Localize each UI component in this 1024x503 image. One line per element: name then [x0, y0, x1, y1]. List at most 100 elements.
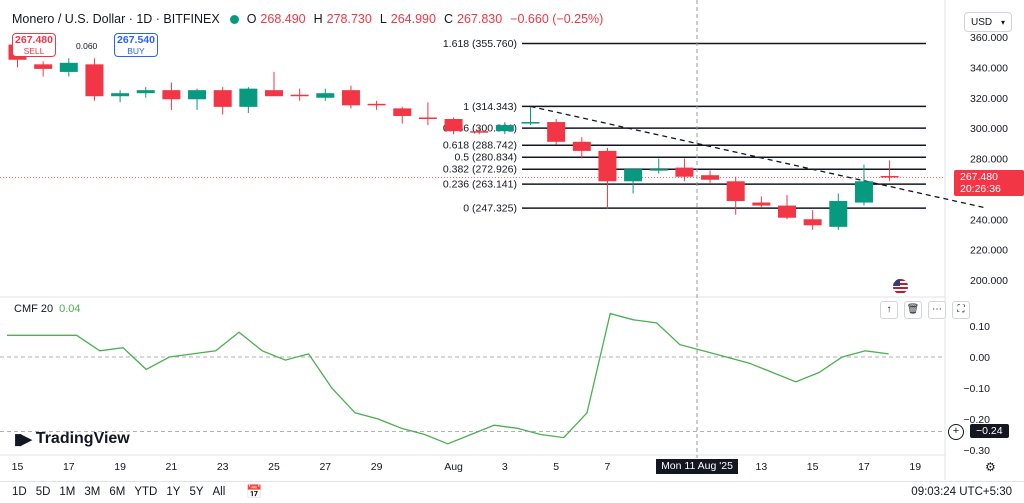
candle-down[interactable]: [752, 202, 771, 206]
candle-down[interactable]: [34, 64, 53, 69]
add-plus-icon[interactable]: +: [948, 424, 964, 440]
timeframe-1m[interactable]: 1M: [59, 486, 76, 498]
candle-up[interactable]: [239, 88, 258, 107]
candle-down[interactable]: [572, 141, 591, 151]
candle-down[interactable]: [85, 64, 104, 97]
candle-down[interactable]: [265, 90, 283, 97]
market-status-icon: [229, 14, 239, 24]
ohlc-high-label: H: [313, 12, 323, 26]
time-axis-tick: 5: [553, 461, 559, 473]
cmf-axis-tick: 0.10: [970, 321, 991, 333]
candle-down[interactable]: [418, 117, 437, 120]
time-axis-tick: 19: [114, 461, 126, 473]
candle-up[interactable]: [521, 122, 540, 124]
settings-gear-icon[interactable]: ⚙: [985, 460, 996, 474]
time-axis-tick: 13: [756, 461, 768, 473]
dashed-trendline[interactable]: [530, 105, 988, 209]
time-axis-tick: 23: [217, 461, 229, 473]
fib-level-label: 1 (314.343): [463, 101, 517, 113]
cmf-axis-tick: −0.10: [963, 383, 990, 395]
candle-down[interactable]: [341, 90, 360, 106]
sell-price: 267.480: [15, 34, 53, 46]
spread-value: 0.060: [76, 41, 98, 51]
timeframe-5y[interactable]: 5Y: [189, 486, 204, 498]
sell-label: SELL: [23, 46, 45, 56]
price-axis-tick: 220.000: [970, 245, 1008, 257]
bar-countdown: 20:26:36: [960, 183, 1001, 195]
timeframe-3m[interactable]: 3M: [84, 486, 101, 498]
ohlc-low-label: L: [379, 12, 387, 26]
fib-level-label: 0.382 (272.926): [443, 164, 517, 176]
currency-select[interactable]: USD ▾: [964, 12, 1012, 32]
time-axis-tick: Aug: [444, 461, 463, 473]
trash-icon[interactable]: 🗑: [904, 301, 922, 319]
sell-button[interactable]: 267.480 SELL: [12, 33, 56, 57]
candle-down[interactable]: [213, 90, 232, 107]
fib-level-label: 0.5 (280.834): [455, 152, 517, 164]
candle-down[interactable]: [290, 94, 309, 97]
ohlc-close-label: C: [443, 12, 453, 26]
cmf-legend[interactable]: CMF 20 0.04: [14, 303, 81, 315]
cmf-legend-name: CMF 20: [14, 303, 54, 315]
timeframe-6m[interactable]: 6M: [109, 486, 126, 498]
logo-text: TradingView: [35, 430, 130, 447]
candle-up[interactable]: [624, 169, 643, 182]
fib-level-label: 0.618 (288.742): [443, 140, 517, 152]
timeframe-ytd[interactable]: YTD: [134, 486, 158, 498]
candle-up[interactable]: [111, 93, 130, 97]
timeframe-buttons: 1D 5D 1M 3M 6M YTD 1Y 5Y All: [12, 486, 225, 498]
price-axis-tick: 340.000: [970, 62, 1008, 74]
candle-down[interactable]: [470, 131, 489, 133]
cmf-line[interactable]: [7, 312, 889, 445]
candle-down[interactable]: [444, 119, 463, 132]
maximize-icon[interactable]: ⛶: [952, 301, 970, 319]
candle-down[interactable]: [547, 122, 566, 142]
candle-down[interactable]: [778, 205, 796, 218]
time-axis-tick: 17: [858, 461, 870, 473]
timeframe-all[interactable]: All: [212, 486, 226, 498]
candle-up[interactable]: [495, 125, 514, 132]
price-axis-tick: 360.000: [970, 32, 1008, 44]
candle-up[interactable]: [649, 169, 668, 171]
buy-price: 267.540: [117, 34, 155, 46]
price-change: −0.660 (−0.25%): [510, 12, 604, 26]
candle-up[interactable]: [316, 93, 335, 98]
indicator-toolbar: ↑ 🗑 ⋯ ⛶: [880, 301, 970, 319]
candle-up[interactable]: [136, 90, 155, 94]
crosshair-date-label: Mon 11 Aug '25: [656, 459, 738, 474]
timeframe-1y[interactable]: 1Y: [166, 486, 181, 498]
fib-level-label: 0 (247.325): [463, 203, 517, 215]
symbol-title[interactable]: Monero / U.S. Dollar · 1D · BITFINEX: [12, 12, 220, 26]
tradingview-logo[interactable]: ▮▶ TradingView: [14, 430, 130, 448]
time-axis-tick: 15: [807, 461, 819, 473]
move-up-icon[interactable]: ↑: [880, 301, 898, 319]
more-icon[interactable]: ⋯: [928, 301, 946, 319]
candle-up[interactable]: [59, 62, 78, 72]
candle-down[interactable]: [162, 90, 181, 100]
candle-down[interactable]: [367, 103, 386, 106]
candle-up[interactable]: [829, 201, 848, 227]
calendar-icon[interactable]: 📅: [246, 484, 263, 499]
time-axis-tick: 7: [605, 461, 611, 473]
candle-down[interactable]: [675, 167, 694, 177]
candle-down[interactable]: [726, 181, 745, 202]
candle-down[interactable]: [393, 108, 412, 116]
candle-down[interactable]: [803, 219, 822, 226]
candle-down[interactable]: [701, 175, 720, 180]
us-flag-icon[interactable]: [893, 279, 908, 294]
cmf-axis-tick: −0.20: [963, 414, 990, 426]
candle-down[interactable]: [598, 150, 617, 182]
timeframe-1d[interactable]: 1D: [12, 486, 27, 498]
timeframe-5d[interactable]: 5D: [35, 486, 51, 498]
clock-readout[interactable]: 09:03:24 UTC+5:30: [911, 486, 1012, 498]
time-axis-tick: 3: [502, 461, 508, 473]
candle-down[interactable]: [880, 175, 899, 178]
candle-up[interactable]: [854, 181, 873, 203]
last-price-tag: 267.480 20:26:36: [954, 170, 1024, 196]
candle-up[interactable]: [188, 90, 207, 100]
buy-button[interactable]: 267.540 BUY: [114, 33, 158, 57]
time-axis-tick: 21: [166, 461, 178, 473]
cmf-axis-tick: 0.00: [970, 352, 991, 364]
